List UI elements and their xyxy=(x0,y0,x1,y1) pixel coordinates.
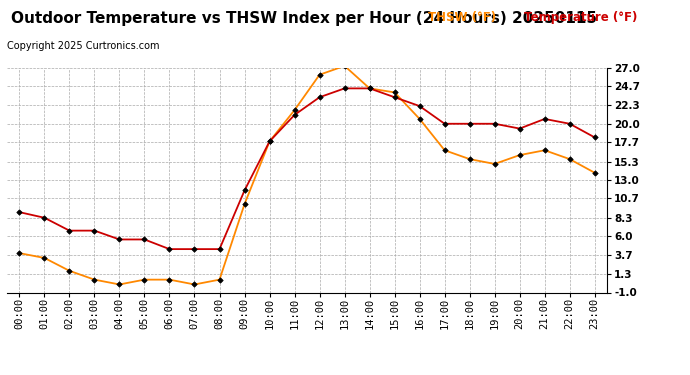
Text: Temperature (°F): Temperature (°F) xyxy=(524,11,638,24)
Text: Copyright 2025 Curtronics.com: Copyright 2025 Curtronics.com xyxy=(7,41,159,51)
Text: THSW (°F): THSW (°F) xyxy=(428,11,496,24)
Text: Outdoor Temperature vs THSW Index per Hour (24 Hours) 20250115: Outdoor Temperature vs THSW Index per Ho… xyxy=(10,11,597,26)
